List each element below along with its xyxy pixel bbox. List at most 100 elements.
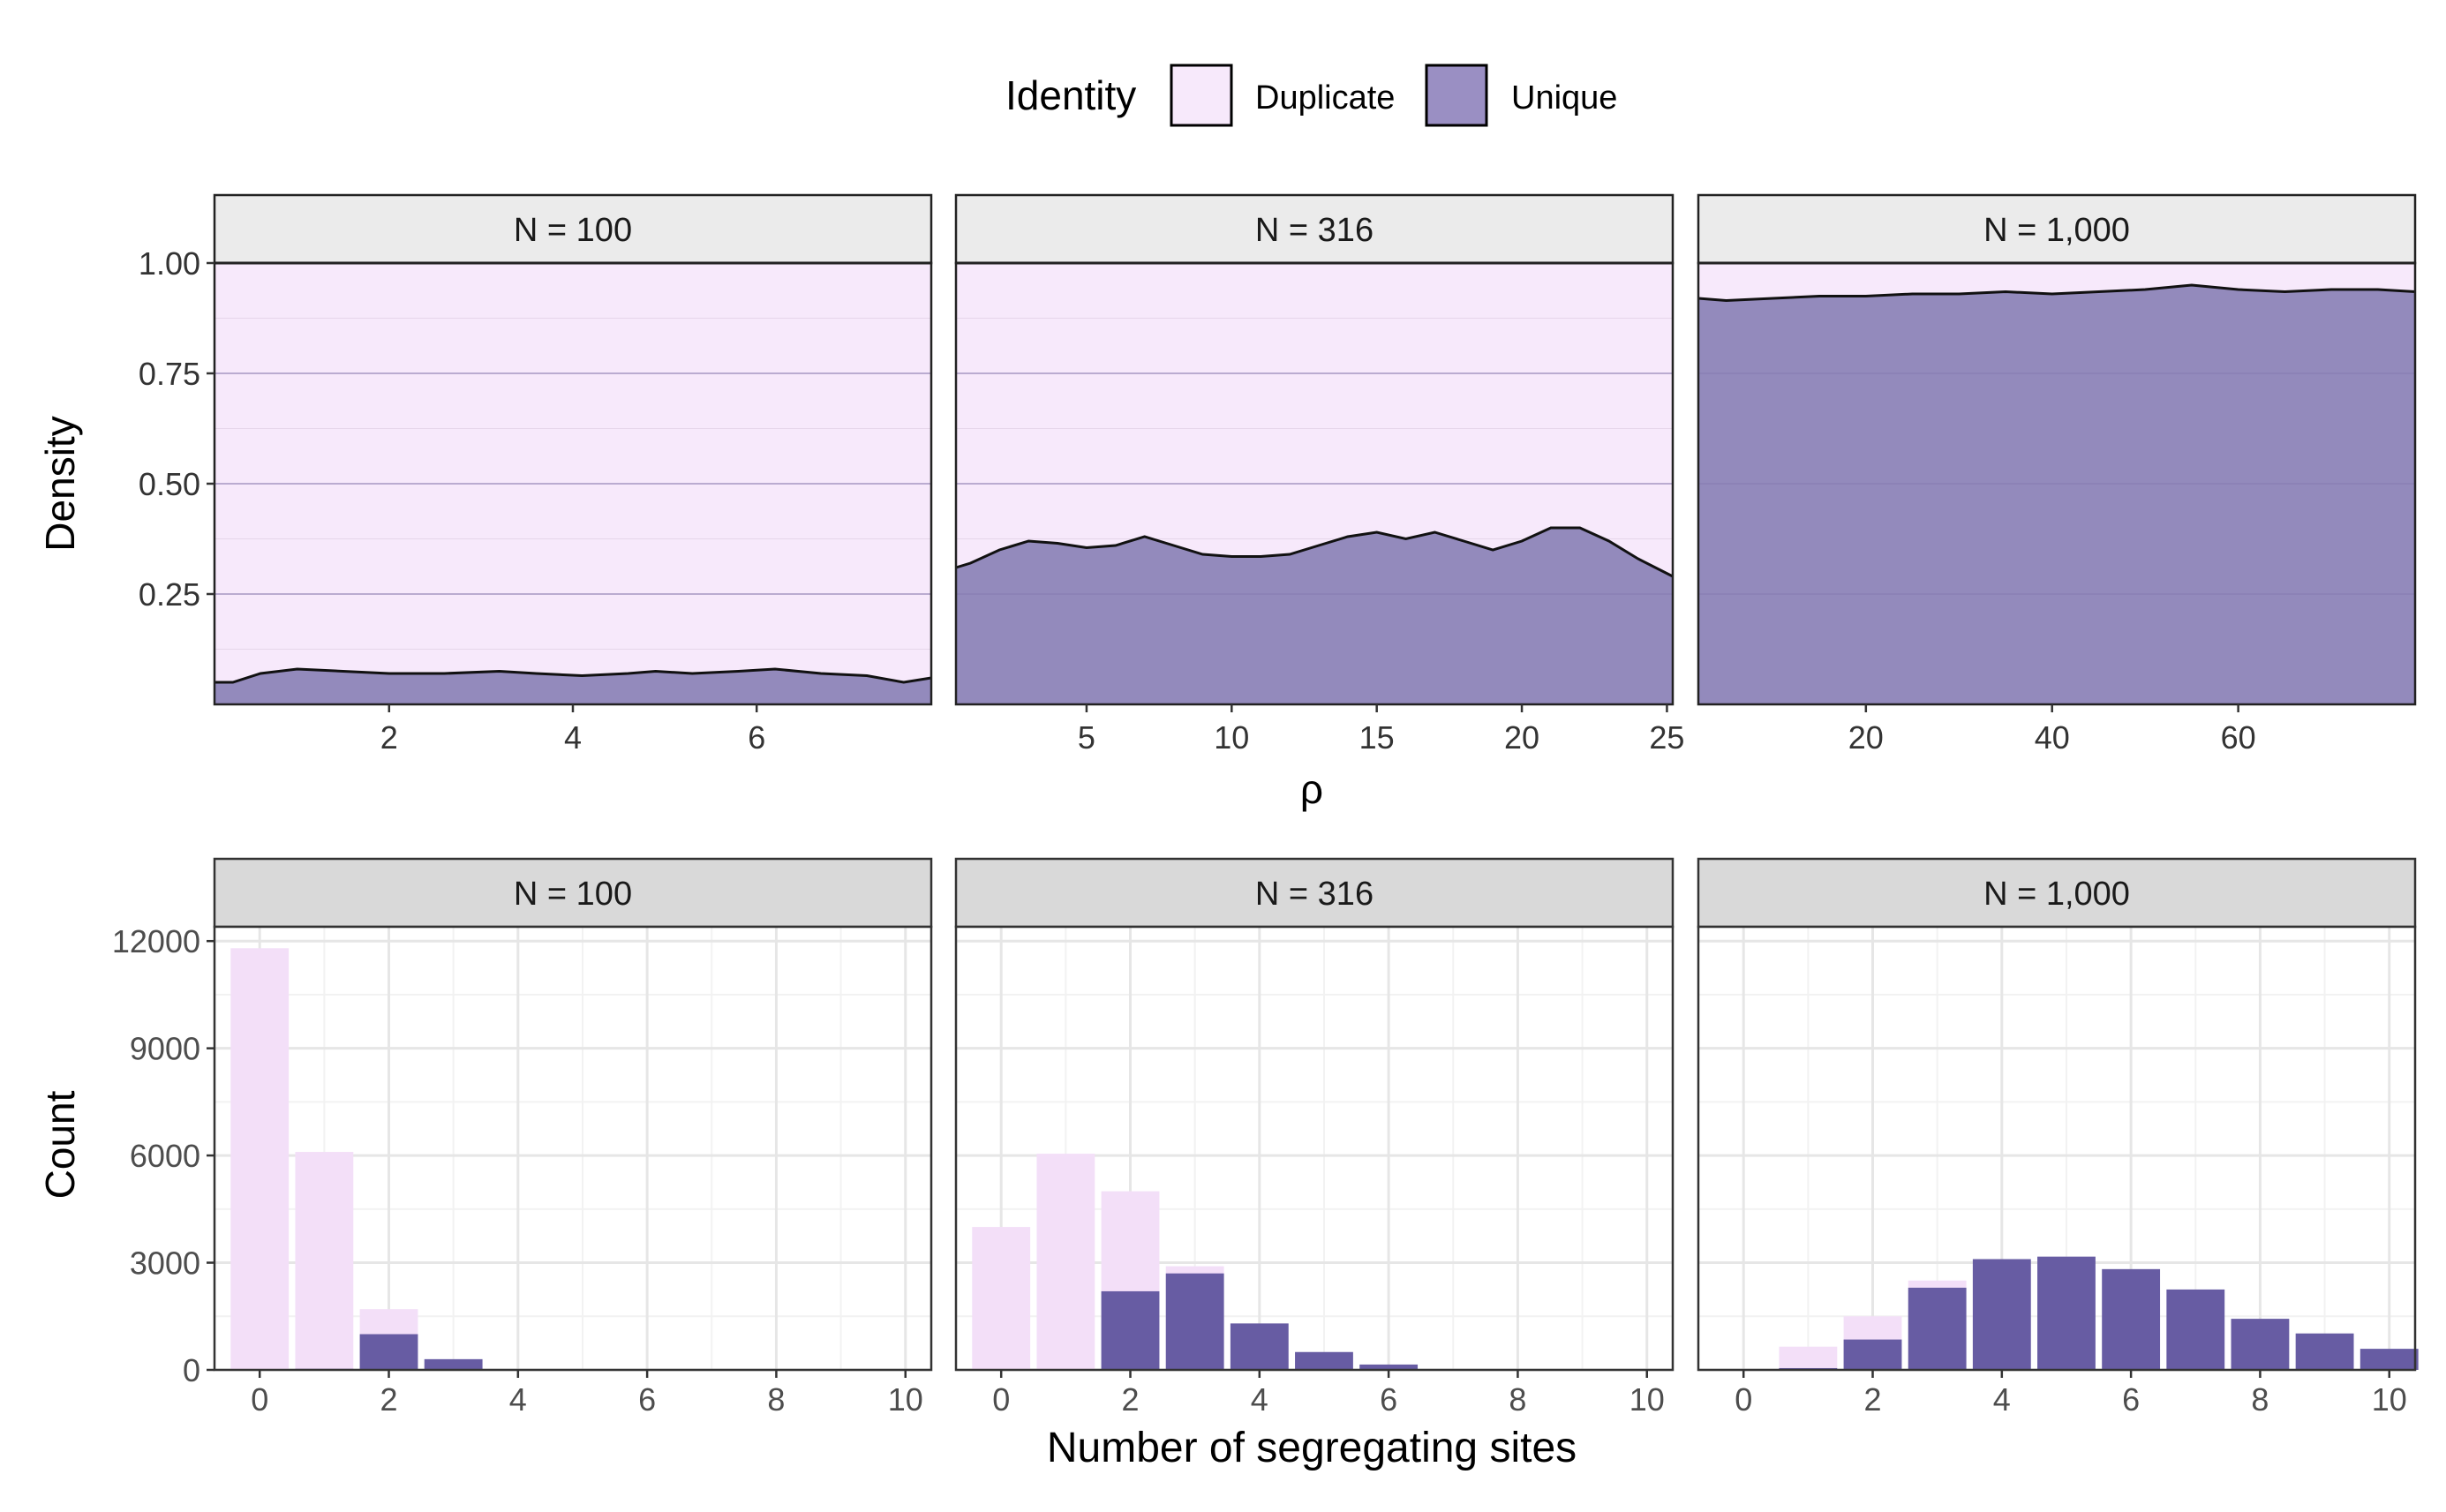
bar-unique <box>2359 1349 2419 1370</box>
facet-strip-label: N = 100 <box>514 876 632 913</box>
bar-duplicate <box>1779 1346 1838 1370</box>
y-tick-label: 0.75 <box>139 356 200 392</box>
y-tick-label: 3000 <box>130 1245 200 1282</box>
y-tick-label: 6000 <box>130 1138 200 1174</box>
histogram-panels: N = 100 0 2 4 6 8 10 N = 316 0 2 4 6 8 10 N = 1,000 0 2 4… <box>112 857 2419 1418</box>
y-tick-label: 0 <box>183 1352 200 1388</box>
x-tick-label: 2 <box>1121 1381 1139 1418</box>
x-tick-label: 4 <box>1993 1381 2011 1418</box>
x-tick-label: 0 <box>992 1381 1010 1418</box>
x-tick-label: 4 <box>509 1381 527 1418</box>
bar-duplicate <box>230 948 290 1370</box>
bar-unique <box>359 1334 418 1370</box>
unique-boundary-line <box>955 526 1674 578</box>
panel-border <box>954 261 1675 706</box>
density-panel: N = 100 2 4 6 <box>213 193 933 756</box>
unique-boundary-line <box>1697 283 2416 303</box>
x-tick-label: 8 <box>2251 1381 2269 1418</box>
legend: Identity Duplicate Unique <box>1005 64 1617 127</box>
bar-unique <box>1972 1259 2031 1370</box>
bar-unique <box>1359 1364 1419 1370</box>
x-tick-label: 2 <box>1863 1381 1881 1418</box>
density-panel: N = 1,000 20 40 60 <box>1697 193 2417 756</box>
bar-unique <box>1230 1323 1289 1370</box>
facet-strip-label: N = 100 <box>514 212 632 249</box>
bar-unique <box>2166 1289 2225 1370</box>
x-tick-label: 10 <box>2372 1381 2407 1418</box>
x-tick-label: 6 <box>1380 1381 1397 1418</box>
bar-unique <box>1908 1287 1967 1370</box>
x-tick-label: 40 <box>2035 719 2070 756</box>
unique-area <box>1698 285 2415 704</box>
facet-strip <box>213 857 933 929</box>
bar-unique <box>2295 1333 2354 1370</box>
legend-label-duplicate: Duplicate <box>1255 79 1395 117</box>
x-tick-label: 0 <box>251 1381 268 1418</box>
bar-duplicate <box>295 1152 354 1370</box>
bar-unique <box>1165 1273 1224 1370</box>
facet-strip <box>954 193 1675 265</box>
y-axis: 0 3000 6000 9000 12000 <box>112 923 214 1388</box>
y-tick-label: 0.50 <box>139 466 200 502</box>
y-tick-label: 9000 <box>130 1031 200 1067</box>
facet-strip <box>213 193 933 265</box>
legend-label-unique: Unique <box>1511 79 1617 117</box>
x-tick-label: 4 <box>564 719 582 756</box>
x-tick-label: 10 <box>888 1381 923 1418</box>
x-tick-label: 15 <box>1359 719 1395 756</box>
x-tick-label: 0 <box>1735 1381 1752 1418</box>
y-tick-label: 12000 <box>112 923 200 959</box>
facet-strip-label: N = 1,000 <box>1983 876 2130 913</box>
y-tick-label: 0.25 <box>139 576 200 613</box>
facet-strip-label: N = 316 <box>1255 876 1374 913</box>
x-tick-label: 20 <box>1504 719 1539 756</box>
panel-border <box>1697 925 2417 1372</box>
facet-strip <box>1697 193 2417 265</box>
unique-area <box>956 528 1673 704</box>
bar-unique <box>424 1358 483 1370</box>
x-tick-label: 25 <box>1649 719 1684 756</box>
x-tick-label: 20 <box>1848 719 1884 756</box>
legend-key-unique <box>1425 64 1488 127</box>
bottom-x-axis-title: Number of segregating sites <box>1047 1425 1577 1471</box>
x-tick-label: 6 <box>638 1381 656 1418</box>
bar-duplicate <box>1036 1154 1095 1370</box>
panel-border <box>954 925 1675 1372</box>
unique-area <box>214 669 931 704</box>
x-tick-label: 2 <box>380 719 398 756</box>
density-panel: N = 316 5 10 15 20 25 <box>954 193 1684 756</box>
x-tick-label: 60 <box>2221 719 2256 756</box>
y-axis: 0.25 0.50 0.75 1.00 <box>139 245 214 613</box>
bar-unique <box>2037 1256 2096 1370</box>
bar-duplicate <box>972 1227 1031 1370</box>
x-tick-label: 2 <box>380 1381 397 1418</box>
bar-unique <box>1295 1351 1353 1370</box>
histogram-panel: N = 316 0 2 4 6 8 10 <box>954 857 1675 1418</box>
facet-strip-label: N = 1,000 <box>1983 212 2130 249</box>
x-tick-label: 10 <box>1214 719 1249 756</box>
x-tick-label: 8 <box>1509 1381 1526 1418</box>
x-tick-label: 10 <box>1629 1381 1665 1418</box>
panel-border <box>1697 261 2417 706</box>
bar-unique <box>2102 1268 2161 1370</box>
top-x-axis-title: ρ <box>1300 766 1323 812</box>
panel-border <box>213 925 933 1372</box>
x-tick-label: 4 <box>1251 1381 1268 1418</box>
bottom-y-axis-title: Count <box>37 1090 83 1199</box>
bar-unique <box>1843 1339 1902 1370</box>
bar-unique <box>1101 1290 1160 1370</box>
histogram-panel: N = 1,000 0 2 4 6 8 10 <box>1697 857 2419 1418</box>
x-tick-label: 6 <box>748 719 765 756</box>
unique-boundary-line <box>214 667 932 684</box>
density-panels: N = 100 2 4 6 N = 316 5 10 15 20 25 N = 1,000 20 40 6… <box>139 193 2417 756</box>
y-tick-label: 1.00 <box>139 245 200 282</box>
legend-key-duplicate <box>1170 64 1233 127</box>
x-tick-label: 5 <box>1078 719 1095 756</box>
bar-unique <box>2231 1319 2290 1370</box>
facet-strip-label: N = 316 <box>1255 212 1374 249</box>
x-tick-label: 6 <box>2122 1381 2140 1418</box>
x-tick-label: 8 <box>767 1381 785 1418</box>
legend-title: Identity <box>1005 72 1136 118</box>
histogram-panel: N = 100 0 2 4 6 8 10 <box>213 857 933 1418</box>
